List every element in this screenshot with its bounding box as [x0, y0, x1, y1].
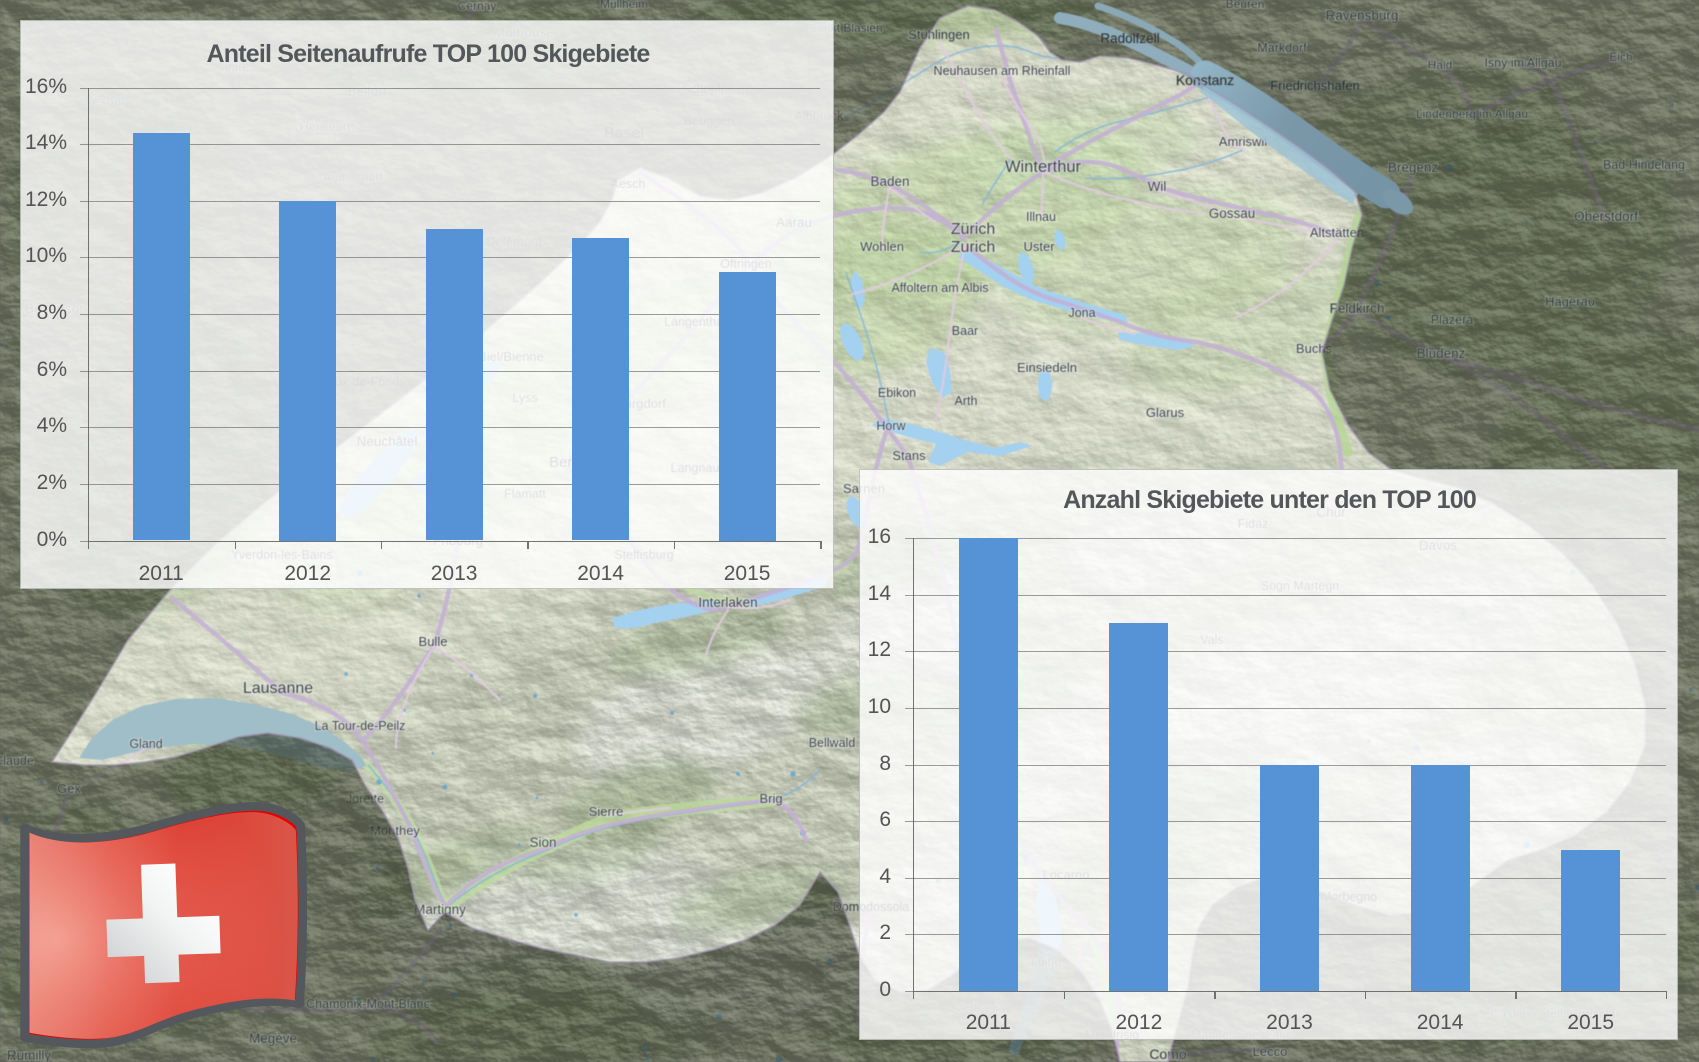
- svg-text:Chamonix-Mont-Blanc: Chamonix-Mont-Blanc: [306, 997, 430, 1011]
- svg-text:Hägerau: Hägerau: [1545, 294, 1595, 309]
- svg-text:Haid: Haid: [1428, 58, 1453, 72]
- svg-text:Claude: Claude: [0, 754, 34, 768]
- svg-text:Ravensburg: Ravensburg: [1326, 8, 1399, 23]
- svg-text:Lecco: Lecco: [1253, 1044, 1288, 1059]
- svg-text:Isny im Allgäu: Isny im Allgäu: [1484, 56, 1561, 70]
- svg-text:Radolfzell: Radolfzell: [1100, 31, 1159, 46]
- svg-text:Megève: Megève: [249, 1031, 297, 1046]
- svg-text:Cernay: Cernay: [458, 0, 497, 13]
- svg-text:Como: Como: [1149, 1046, 1187, 1062]
- svg-text:Beuren: Beuren: [1226, 0, 1265, 11]
- svg-text:Feldkirch: Feldkirch: [1330, 301, 1385, 316]
- svg-text:Friedrichshafen: Friedrichshafen: [1270, 78, 1360, 93]
- svg-text:Plazera: Plazera: [1431, 313, 1473, 327]
- svg-text:Bludenz: Bludenz: [1417, 346, 1466, 361]
- svg-text:Müllheim: Müllheim: [600, 0, 648, 11]
- svg-text:Rumilly: Rumilly: [7, 1048, 52, 1062]
- svg-text:Oberstdorf: Oberstdorf: [1574, 209, 1638, 224]
- svg-text:Eich: Eich: [1609, 50, 1632, 64]
- svg-text:Bregenz: Bregenz: [1388, 160, 1439, 175]
- svg-text:Stühlingen: Stühlingen: [908, 27, 969, 42]
- svg-text:Gex: Gex: [57, 781, 81, 796]
- svg-text:Bad Hindelang: Bad Hindelang: [1603, 158, 1685, 172]
- svg-text:Lindenberg im Allgäu: Lindenberg im Allgäu: [1416, 107, 1528, 121]
- svg-text:Markdorf: Markdorf: [1257, 41, 1307, 55]
